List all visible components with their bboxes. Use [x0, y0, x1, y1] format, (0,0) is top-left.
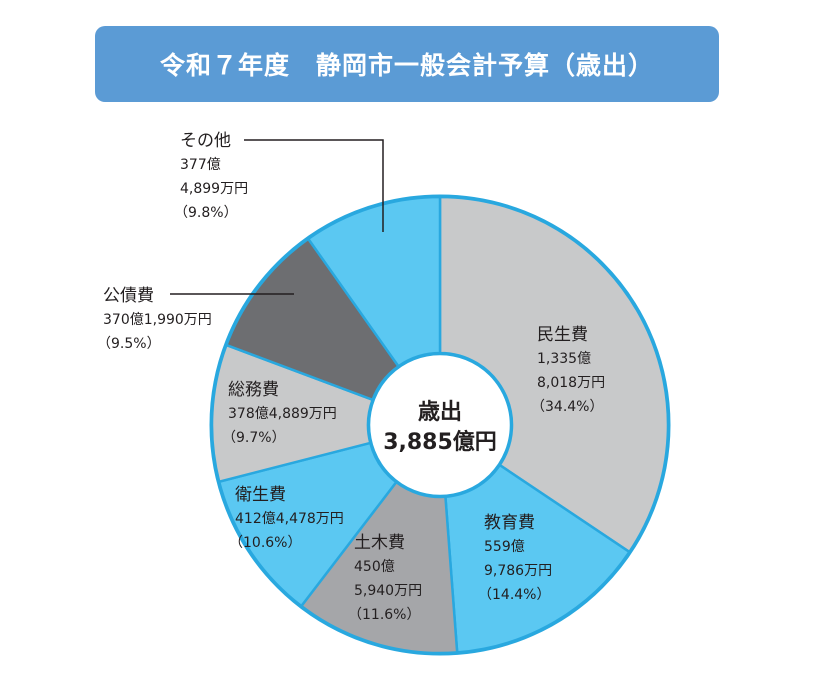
slice-label-name-1: 民生費	[537, 325, 588, 345]
slice-label-amount-2-2: 9,786万円	[484, 563, 552, 579]
slice-label-percent-1: （34.4%）	[531, 399, 603, 415]
slice-label-percent-4: （10.6%）	[229, 535, 301, 551]
slice-label-amount-6-1: 370億1,990万円	[103, 312, 212, 328]
slice-label-percent-5: （9.7%）	[222, 430, 286, 446]
chart-title: 令和７年度 静岡市一般会計予算（歳出）	[159, 51, 654, 80]
leader-line-7	[244, 139, 384, 232]
slice-label-amount-7-1: 377億	[180, 157, 221, 173]
slice-label-amount-3-2: 5,940万円	[354, 583, 422, 599]
slice-label-name-6: 公債費	[103, 286, 154, 306]
chart-title-bar: 令和７年度 静岡市一般会計予算（歳出）	[95, 26, 719, 102]
center-label-1: 歳出	[418, 400, 462, 425]
slice-label-amount-2-1: 559億	[484, 539, 525, 555]
slice-label-amount-7-2: 4,899万円	[180, 181, 248, 197]
slice-label-amount-1-2: 8,018万円	[537, 375, 605, 391]
slice-label-amount-5-1: 378億4,889万円	[228, 406, 337, 422]
slice-label-amount-3-1: 450億	[354, 559, 395, 575]
slice-label-name-7: その他	[180, 131, 231, 151]
slice-label-percent-3: （11.6%）	[348, 607, 420, 623]
slice-label-name-4: 衛生費	[235, 485, 286, 505]
slice-label-amount-1-1: 1,335億	[537, 351, 591, 367]
slice-label-percent-2: （14.4%）	[478, 587, 550, 603]
center-label-2: 3,885億円	[383, 429, 497, 455]
slice-label-amount-4-1: 412億4,478万円	[235, 511, 344, 527]
slice-label-percent-7: （9.8%）	[174, 205, 238, 221]
slice-label-percent-6: （9.5%）	[97, 336, 161, 352]
center-hole	[367, 352, 513, 498]
slice-label-name-5: 総務費	[228, 380, 279, 400]
slice-label-name-2: 教育費	[484, 513, 535, 533]
slice-label-name-3: 土木費	[354, 533, 405, 553]
